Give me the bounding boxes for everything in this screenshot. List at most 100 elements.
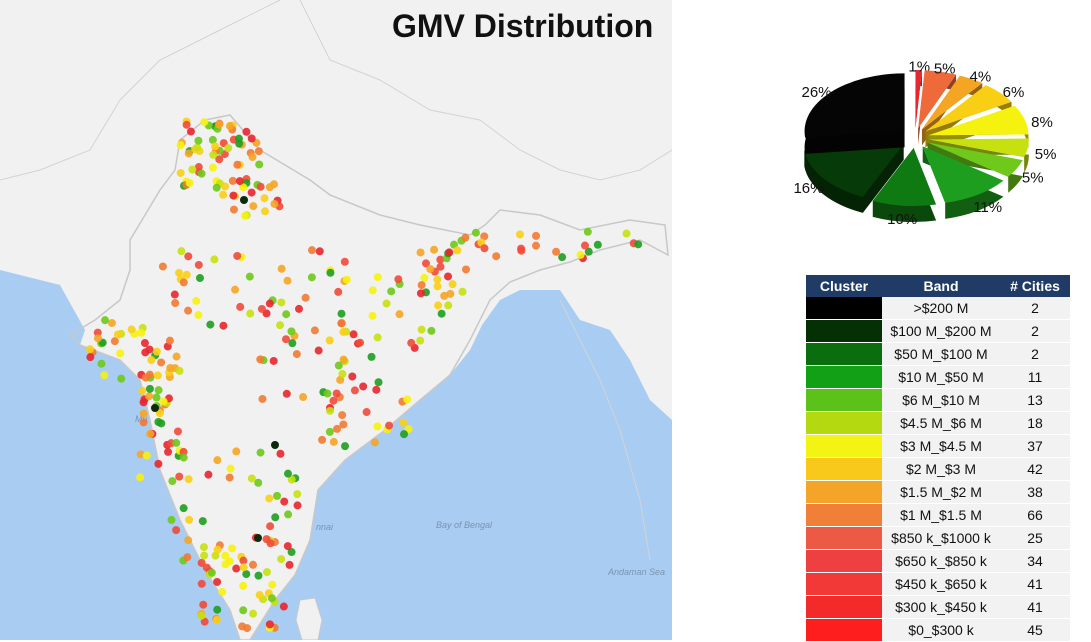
city-dot (279, 602, 288, 611)
city-dot (242, 127, 251, 136)
city-dot (453, 246, 462, 255)
city-dot (480, 232, 489, 241)
pie-slice-label: 5% (1035, 146, 1057, 163)
city-dot (185, 178, 194, 187)
city-dot (403, 395, 412, 404)
city-dot-top-cluster (271, 441, 279, 449)
label-mumbai: Mu (135, 414, 148, 424)
city-dot (155, 409, 164, 418)
city-dot (262, 568, 271, 577)
city-dot (86, 345, 95, 354)
city-dot (426, 265, 435, 274)
pie-slice-label: 5% (1022, 170, 1044, 187)
cluster-table: Cluster Band # Cities >$200 M 2 $100 M_$20… (806, 275, 1070, 642)
city-dot (348, 372, 357, 381)
city-dot (307, 246, 316, 255)
city-dot (233, 160, 242, 169)
city-dot (295, 304, 304, 313)
band-cell: >$200 M (882, 297, 1000, 320)
city-dot (440, 291, 449, 300)
city-dot (212, 183, 221, 192)
city-dot (277, 298, 286, 307)
cities-cell: 2 (1000, 297, 1070, 320)
band-cell: $0_$300 k (882, 618, 1000, 642)
city-dot (154, 459, 163, 468)
table-row: $10 M_$50 M 11 (806, 365, 1070, 389)
city-dot (182, 120, 191, 129)
table-row: $1.5 M_$2 M 38 (806, 480, 1070, 504)
city-dot (213, 456, 222, 465)
city-dot (277, 264, 286, 273)
city-dot (138, 386, 147, 395)
cities-cell: 2 (1000, 319, 1070, 343)
city-dot (199, 543, 208, 552)
city-dot (420, 273, 429, 282)
sri-lanka-land (295, 597, 323, 640)
pie-slice-top (804, 73, 905, 138)
city-dot (218, 587, 227, 596)
city-dot (394, 275, 403, 284)
city-dot (239, 581, 248, 590)
city-dot (634, 240, 643, 249)
header-cluster: Cluster (806, 275, 882, 297)
city-dot (247, 188, 256, 197)
pie-slice (804, 143, 904, 213)
city-dot (117, 374, 126, 383)
pie-slice-side (925, 101, 1012, 148)
cluster-color-swatch (806, 388, 882, 412)
city-dot (337, 309, 346, 318)
city-dot (576, 250, 585, 259)
city-dot (292, 350, 301, 359)
city-dot (116, 349, 125, 358)
city-dot (93, 334, 102, 343)
cluster-color-swatch (806, 457, 882, 481)
city-dot (101, 316, 110, 325)
city-dot (206, 320, 215, 329)
pie-slice-top (872, 147, 937, 206)
city-dot (188, 165, 197, 174)
pie-slice (925, 85, 1012, 148)
pie-slice (928, 105, 1029, 152)
cluster-color-swatch (806, 434, 882, 458)
pie-slice (921, 75, 983, 146)
city-dot (444, 272, 453, 281)
city-dot (436, 255, 445, 264)
city-dot (199, 600, 208, 609)
city-dot (192, 296, 201, 305)
city-dot (212, 615, 221, 624)
city-dot (373, 422, 382, 431)
cluster-color-swatch (806, 618, 882, 642)
city-dot (373, 333, 382, 342)
city-dot (248, 560, 257, 569)
city-dot (265, 299, 274, 308)
city-dot (221, 182, 230, 191)
city-dot (338, 369, 347, 378)
city-dot (208, 163, 217, 172)
city-dot (249, 609, 258, 618)
city-dot (326, 406, 335, 415)
city-dot (225, 473, 234, 482)
city-dot (209, 150, 218, 159)
bay-of-bengal-water (250, 290, 672, 640)
city-dot (492, 252, 501, 261)
gmv-pie-chart: 1% 5% 4%6%8%5%5%11%10%16%26% (793, 58, 1057, 228)
cities-cell: 66 (1000, 503, 1070, 527)
city-dot (287, 475, 296, 484)
city-dot (256, 182, 265, 191)
city-dot (285, 560, 294, 569)
city-dot (350, 386, 359, 395)
city-dot (318, 435, 327, 444)
city-dot (436, 262, 445, 271)
pie-slice-label: 5% (934, 60, 956, 77)
city-dot (349, 330, 358, 339)
city-dot (558, 253, 567, 262)
city-dot (368, 311, 377, 320)
pie-slice-label: 26% (802, 84, 832, 101)
city-dot (359, 382, 368, 391)
city-dot (339, 327, 348, 336)
city-dot (229, 191, 238, 200)
city-dot (269, 356, 278, 365)
city-dot (416, 248, 425, 257)
city-dot (246, 309, 255, 318)
city-dot (228, 544, 237, 553)
